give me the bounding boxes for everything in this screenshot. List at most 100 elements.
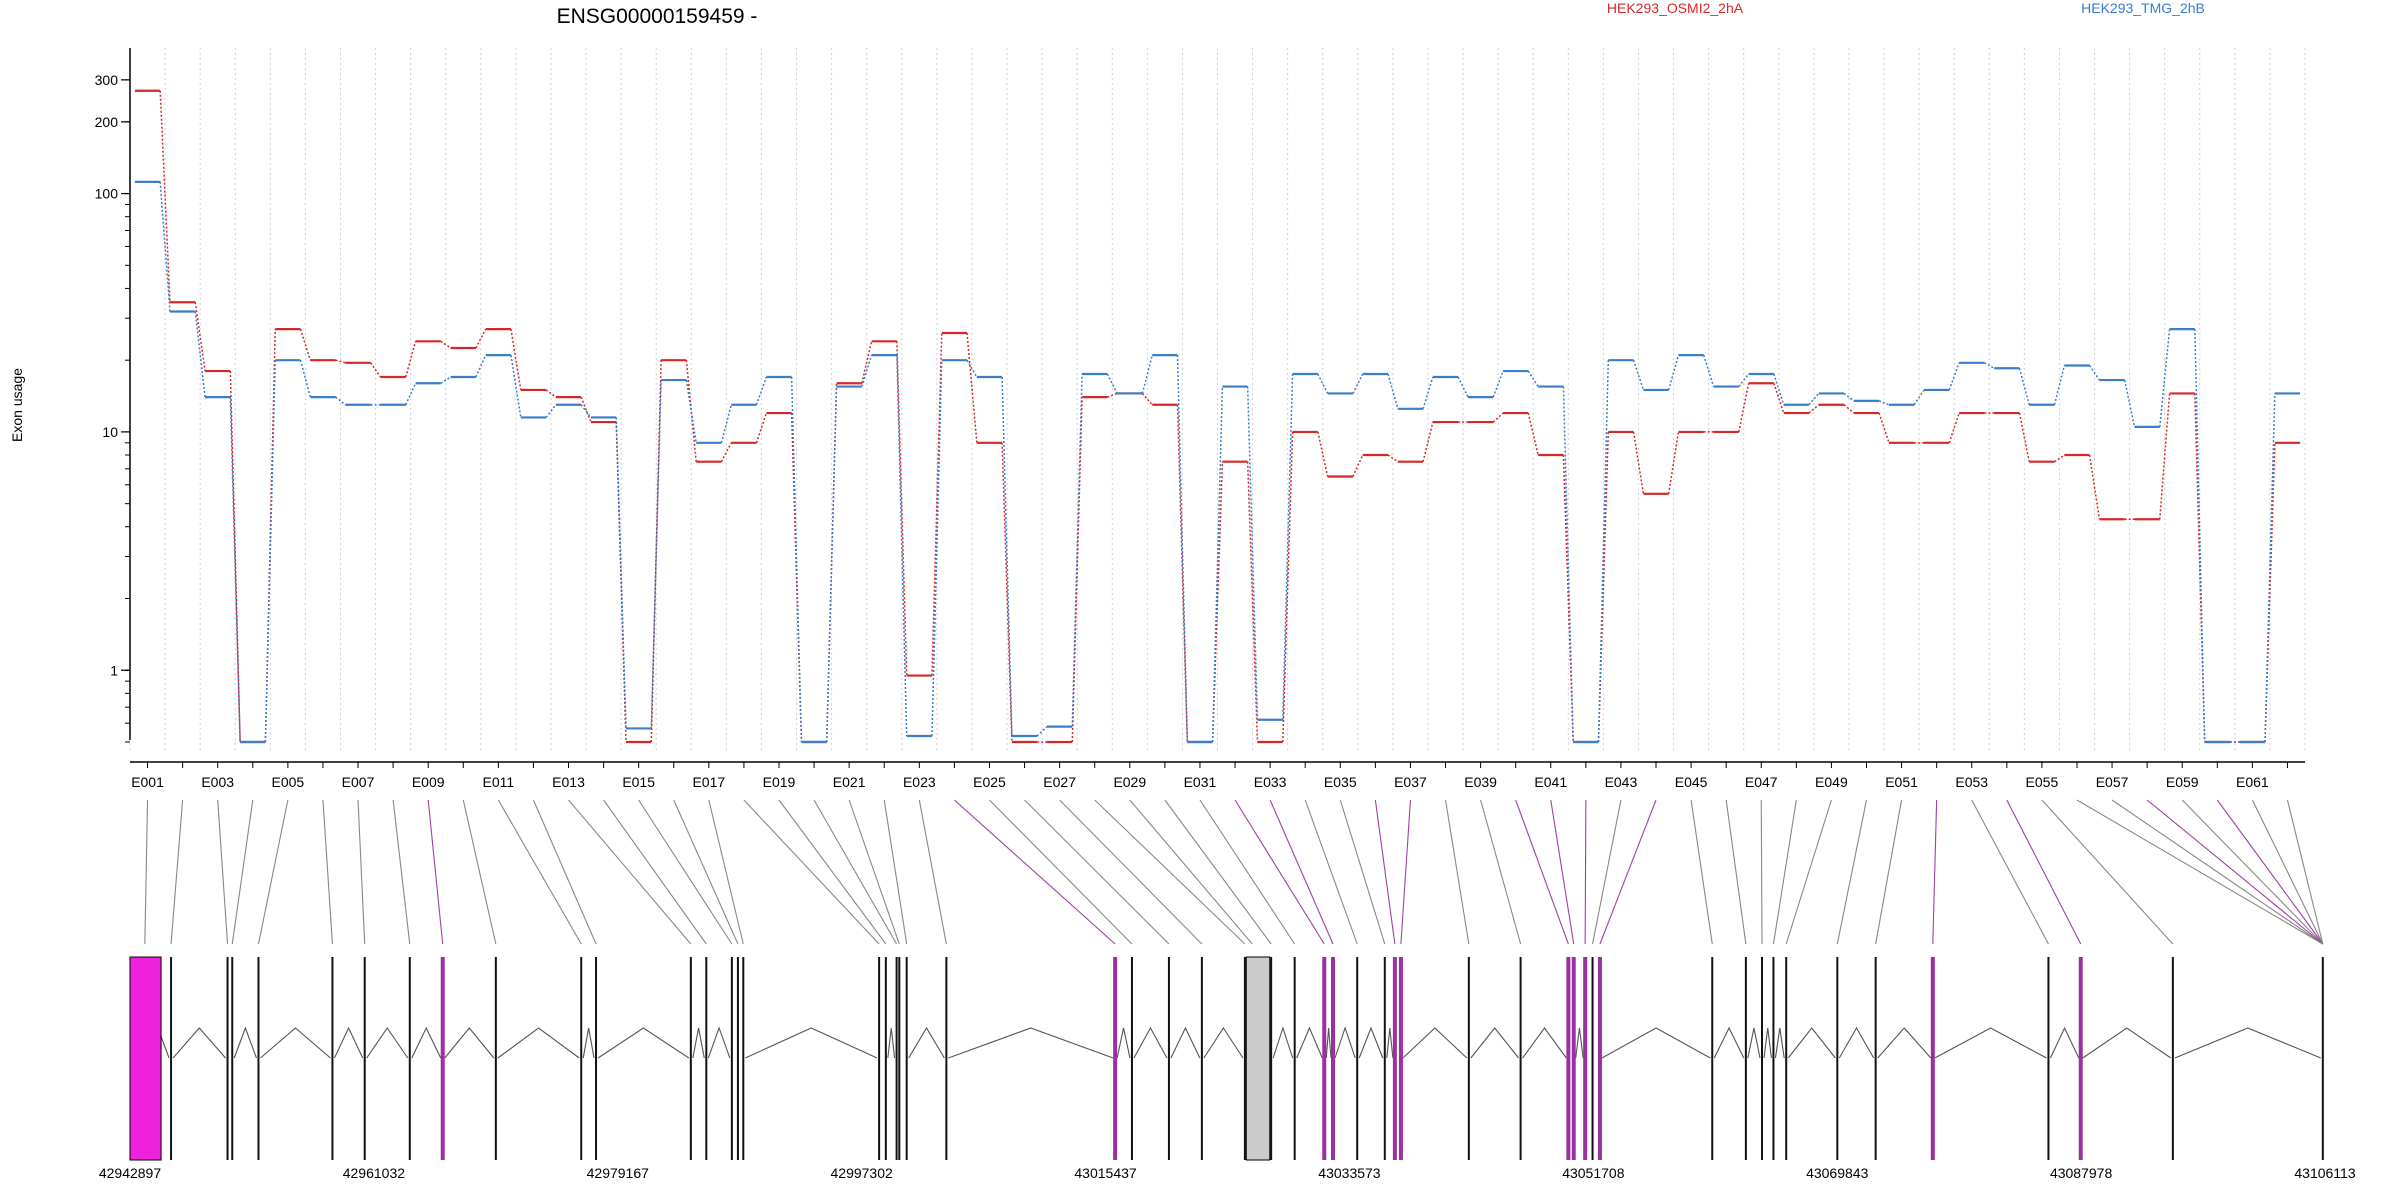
data-connector — [1071, 373, 1083, 727]
exon-map-line — [1550, 799, 1575, 945]
intron — [2174, 1027, 2322, 1059]
exon-bar — [895, 957, 898, 1160]
exon-map-line — [778, 799, 887, 945]
y-tick-label: 100 — [95, 186, 119, 202]
data-connector — [1211, 386, 1224, 743]
genomic-tick-label: 43033573 — [1318, 1165, 1381, 1181]
data-connector — [1527, 412, 1539, 456]
exon-map-line — [1374, 799, 1396, 945]
intron — [333, 1026, 364, 1059]
data-connector — [1878, 400, 1890, 406]
y-tick-label: 200 — [95, 114, 119, 130]
exon-map-line — [1444, 799, 1470, 945]
gene-model — [129, 956, 2324, 1161]
intron — [260, 1027, 331, 1059]
data-connector — [931, 332, 943, 676]
data-connector — [510, 355, 522, 418]
exon-bar — [1322, 957, 1327, 1160]
exon-map-line — [1400, 799, 1411, 945]
intron — [1575, 1027, 1584, 1059]
exon-map-line — [1875, 799, 1903, 945]
x-tick-label: E037 — [1394, 774, 1427, 790]
x-tick-label: E015 — [622, 774, 655, 790]
data-connector — [755, 412, 768, 444]
exon-bar — [1711, 957, 1714, 1160]
x-tick-label: E027 — [1043, 774, 1076, 790]
data-connector — [1913, 389, 1925, 406]
data-connector — [299, 328, 312, 361]
x-tick-label: E007 — [342, 774, 375, 790]
data-connector — [1387, 454, 1399, 463]
intron — [2082, 1027, 2172, 1059]
data-connector — [1667, 431, 1680, 494]
data-connector — [1246, 461, 1259, 743]
exon-bar — [1785, 957, 1788, 1160]
data-connector — [861, 341, 873, 384]
data-connector — [1738, 373, 1750, 388]
x-axis-exons: E001 E003 E005 E007 E009 E011 E013 E015 E017 E019… — [130, 761, 2305, 790]
exon-map-line — [1515, 799, 1569, 945]
genomic-tick-label: 43015437 — [1074, 1165, 1137, 1181]
exon-bar — [170, 957, 173, 1160]
data-connector — [685, 379, 697, 443]
genomic-tick-label: 43087978 — [2050, 1165, 2113, 1181]
x-tick-label: E059 — [2166, 774, 2199, 790]
exon-map-line — [883, 799, 908, 945]
exon-map-line — [954, 799, 1116, 945]
exon-bar — [1836, 957, 1839, 1160]
exon-bar — [408, 957, 411, 1160]
intron — [1774, 1027, 1785, 1059]
exon-bar — [730, 957, 733, 1160]
y-tick-label: 10 — [102, 424, 118, 440]
gridlines — [129, 48, 2306, 752]
intron — [692, 1027, 705, 1059]
data-connector — [194, 302, 206, 372]
data-connector — [1773, 383, 1785, 414]
intron — [2049, 1026, 2080, 1059]
exon-map-line — [2181, 799, 2324, 945]
intron — [1470, 1027, 1520, 1059]
y-tick-label: 300 — [95, 72, 119, 88]
data-connector — [229, 371, 241, 743]
exon-map-line — [2286, 799, 2324, 945]
x-tick-label: E021 — [833, 774, 866, 790]
exon-bar — [2321, 957, 2324, 1160]
exon-bar — [580, 957, 583, 1160]
exon-bar — [1167, 957, 1170, 1160]
y-axis-label: Exon usage — [9, 368, 25, 442]
exon-map-line — [2216, 799, 2324, 945]
exon-map-line — [392, 799, 411, 945]
exon-map-line — [427, 799, 444, 945]
intron — [1713, 1026, 1745, 1059]
x-tick-label: E041 — [1534, 774, 1567, 790]
intron — [948, 1027, 1114, 1059]
x-tick-label: E011 — [483, 774, 515, 790]
exon-bar — [689, 957, 692, 1160]
exon-map-line — [170, 799, 184, 945]
data-connector — [1878, 412, 1890, 444]
exon-bar — [1398, 957, 1403, 1160]
data-connector — [1211, 461, 1224, 743]
exon-bar — [2047, 957, 2050, 1160]
exon-map-line — [848, 799, 900, 945]
exon-map-line — [1760, 799, 1763, 945]
exon-map-line — [1932, 799, 1938, 945]
intron — [1838, 1026, 1875, 1059]
genomic-axis: 42942897 42961032 42979167 42997302 43015437… — [99, 1165, 2356, 1181]
exon-bar — [1243, 957, 1246, 1160]
data-connector — [1773, 373, 1785, 405]
exon-bar — [363, 957, 366, 1160]
exon-bar — [1744, 957, 1747, 1160]
data-connector — [1422, 376, 1434, 410]
genomic-tick-label: 42942897 — [99, 1165, 162, 1181]
exon-bar — [1772, 957, 1775, 1160]
intron — [1325, 1027, 1332, 1059]
data-connector — [1001, 376, 1013, 736]
x-tick-label: E019 — [763, 774, 796, 790]
data-connector — [966, 359, 978, 378]
x-tick-label: E013 — [552, 774, 585, 790]
x-tick-label: E061 — [2236, 774, 2269, 790]
y-axis: 1 10 100 200 300 — [95, 48, 131, 743]
data-connector — [440, 340, 452, 349]
data-connector — [475, 328, 487, 349]
